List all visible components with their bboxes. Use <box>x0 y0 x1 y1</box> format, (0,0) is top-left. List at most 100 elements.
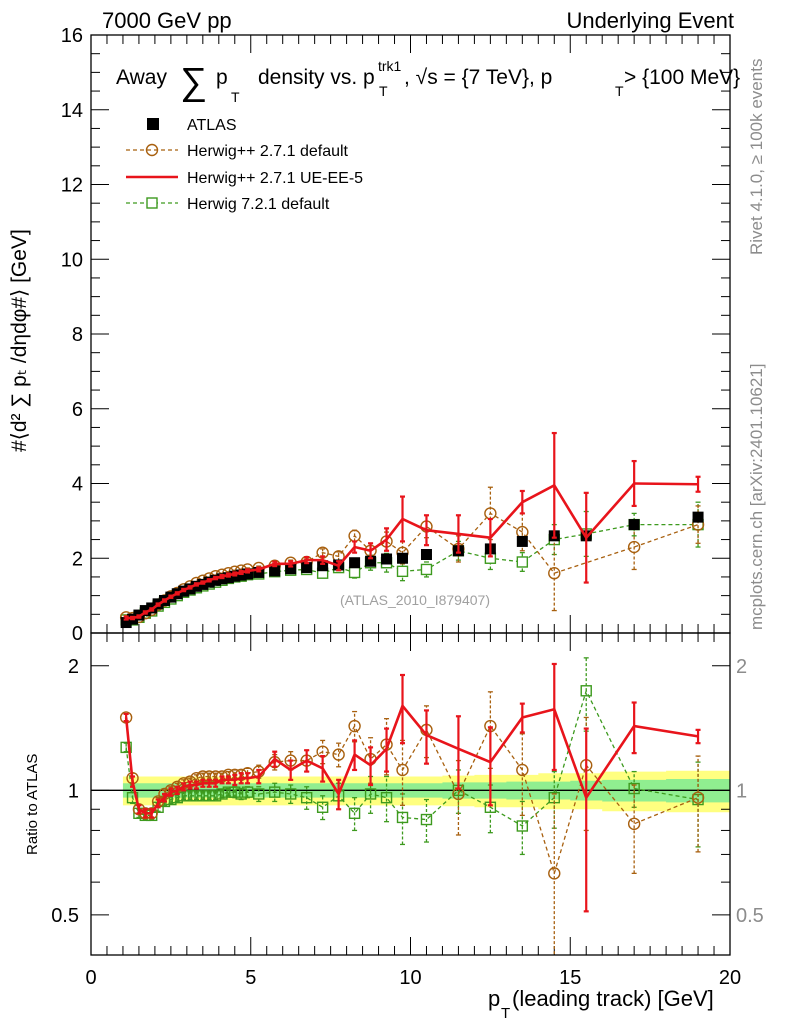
main-y-tick-labels: 0 2 4 6 8 10 12 14 16 <box>61 25 83 645</box>
y-tick-label: 0 <box>72 623 83 645</box>
atlas-point <box>349 557 361 569</box>
default-point <box>484 507 497 520</box>
atlas-point <box>269 565 281 577</box>
ratio-h721-point <box>190 790 203 802</box>
ratio-h721-point <box>269 786 281 798</box>
x-axis-label-text: (leading track) [GeV] <box>512 986 714 1011</box>
atlas-point <box>222 572 234 584</box>
analysis-id-watermark: (ATLAS_2010_I879407) <box>340 592 490 608</box>
h721-point <box>420 563 433 576</box>
h721-point <box>348 566 361 579</box>
ratio-default-point <box>452 787 465 801</box>
ratio-default-point <box>548 867 561 880</box>
h721-point <box>516 556 529 568</box>
ratio-h721-point <box>580 685 592 697</box>
default-point <box>627 540 641 554</box>
atlas-point <box>397 552 409 564</box>
title-sum-symbol: ∑ <box>180 61 207 103</box>
ratio-y-axis-label: Ratio to ATLAS <box>24 754 41 855</box>
ratio-y-tick-label-right: 2 <box>736 656 747 678</box>
h721-point <box>396 565 409 578</box>
title-trk1-superscript: trk1 <box>378 58 402 74</box>
header-collision: 7000 GeV pp <box>102 8 232 33</box>
y-tick-label: 6 <box>72 399 83 421</box>
ratio-h721-point <box>380 791 393 804</box>
title-text-3: > {100 MeV} <box>624 66 740 89</box>
header-analysis: Underlying Event <box>566 8 734 33</box>
legend-label-atlas: ATLAS <box>187 117 237 134</box>
ratio-h721-point <box>628 782 640 795</box>
main-y-axis-label: #⟨d² ∑ pₜ /dηdφ#⟩ [GeV] <box>8 229 31 452</box>
y-tick-label: 12 <box>61 175 83 197</box>
ratio-h721-point <box>235 788 247 800</box>
x-tick-label: 10 <box>399 967 421 989</box>
x-axis-label-subscript: T <box>501 1005 510 1022</box>
legend-label-default: Herwig++ 2.7.1 default <box>187 143 349 160</box>
ratio-tick-labels: 0.5 0.51 12 20 5 10 15 20 <box>51 656 764 989</box>
legend-marker-atlas <box>147 118 159 130</box>
title-p-symbol: p <box>216 66 228 89</box>
main-axis-ticks <box>90 34 731 634</box>
ratio-y-tick-label-right: 0.5 <box>736 905 764 927</box>
title-pt-subscript: T <box>615 83 624 99</box>
x-tick-label: 15 <box>559 967 581 989</box>
y-tick-label: 8 <box>72 324 83 346</box>
ratio-h721-point <box>241 786 254 798</box>
legend-label-ueee5: Herwig++ 2.7.1 UE-EE-5 <box>187 170 363 187</box>
y-tick-label: 4 <box>72 474 83 496</box>
atlas-point <box>317 560 329 572</box>
legend-label-h721: Herwig 7.2.1 default <box>187 196 330 213</box>
ratio-data-layer <box>119 657 705 955</box>
default-point <box>348 529 361 543</box>
ratio-y-tick-label-left: 1 <box>68 780 79 802</box>
title-text-1: density vs. p <box>258 66 375 89</box>
y-tick-label: 10 <box>61 249 83 271</box>
rivet-version-label: Rivet 4.1.0, ≥ 100k events <box>747 59 766 255</box>
atlas-point <box>242 568 254 580</box>
ratio-y-tick-label-left: 0.5 <box>51 905 79 927</box>
ratio-h721-point <box>348 807 361 820</box>
title-p-subscript: T <box>231 89 240 105</box>
x-tick-label: 5 <box>245 967 256 989</box>
ratio-h721-point <box>197 790 209 802</box>
atlas-point <box>365 555 377 567</box>
ratio-h721-point <box>516 820 529 832</box>
atlas-point <box>301 562 313 574</box>
ratio-ueee5-series-line <box>124 703 699 815</box>
ratio-h721-point <box>364 788 377 800</box>
ratio-y-tick-label-right: 1 <box>736 780 747 802</box>
x-axis-label-p: p <box>488 986 500 1011</box>
ratio-h721-point <box>396 811 409 824</box>
ratio-h721-point <box>316 801 329 813</box>
atlas-point <box>628 519 640 531</box>
ratio-h721-point <box>229 786 241 798</box>
ratio-default-point <box>691 791 705 804</box>
ratio-default-point <box>627 817 641 831</box>
y-tick-label: 2 <box>72 548 83 570</box>
legend: ATLAS Herwig++ 2.7.1 default Herwig++ 2.… <box>126 117 363 213</box>
ueee5-series-line <box>126 482 699 620</box>
ratio-plot-frame <box>90 632 731 956</box>
ratio-h721-point <box>253 788 265 800</box>
atlas-point <box>692 511 704 523</box>
ratio-default-series-line <box>125 717 699 876</box>
ratio-h721-point <box>300 791 313 804</box>
atlas-point <box>120 617 132 629</box>
ratio-default-point <box>516 763 529 777</box>
ratio-series-group <box>119 657 705 955</box>
x-tick-label: 20 <box>719 967 741 989</box>
title-text-2: , √s = {7 TeV}, p <box>404 66 552 89</box>
title-trk1-subscript: T <box>379 83 388 99</box>
y-tick-label: 14 <box>61 100 83 122</box>
ratio-h721-point <box>420 813 433 826</box>
ratio-y-tick-label-left: 2 <box>68 656 79 678</box>
ratio-h721-point <box>209 790 222 802</box>
legend-marker-default <box>145 143 159 157</box>
atlas-point <box>285 563 297 575</box>
legend-marker-h721 <box>146 197 158 209</box>
atlas-point <box>210 574 222 586</box>
ratio-h721-point <box>203 790 215 802</box>
ratio-h721-point <box>222 786 235 798</box>
y-tick-label: 16 <box>61 25 83 47</box>
